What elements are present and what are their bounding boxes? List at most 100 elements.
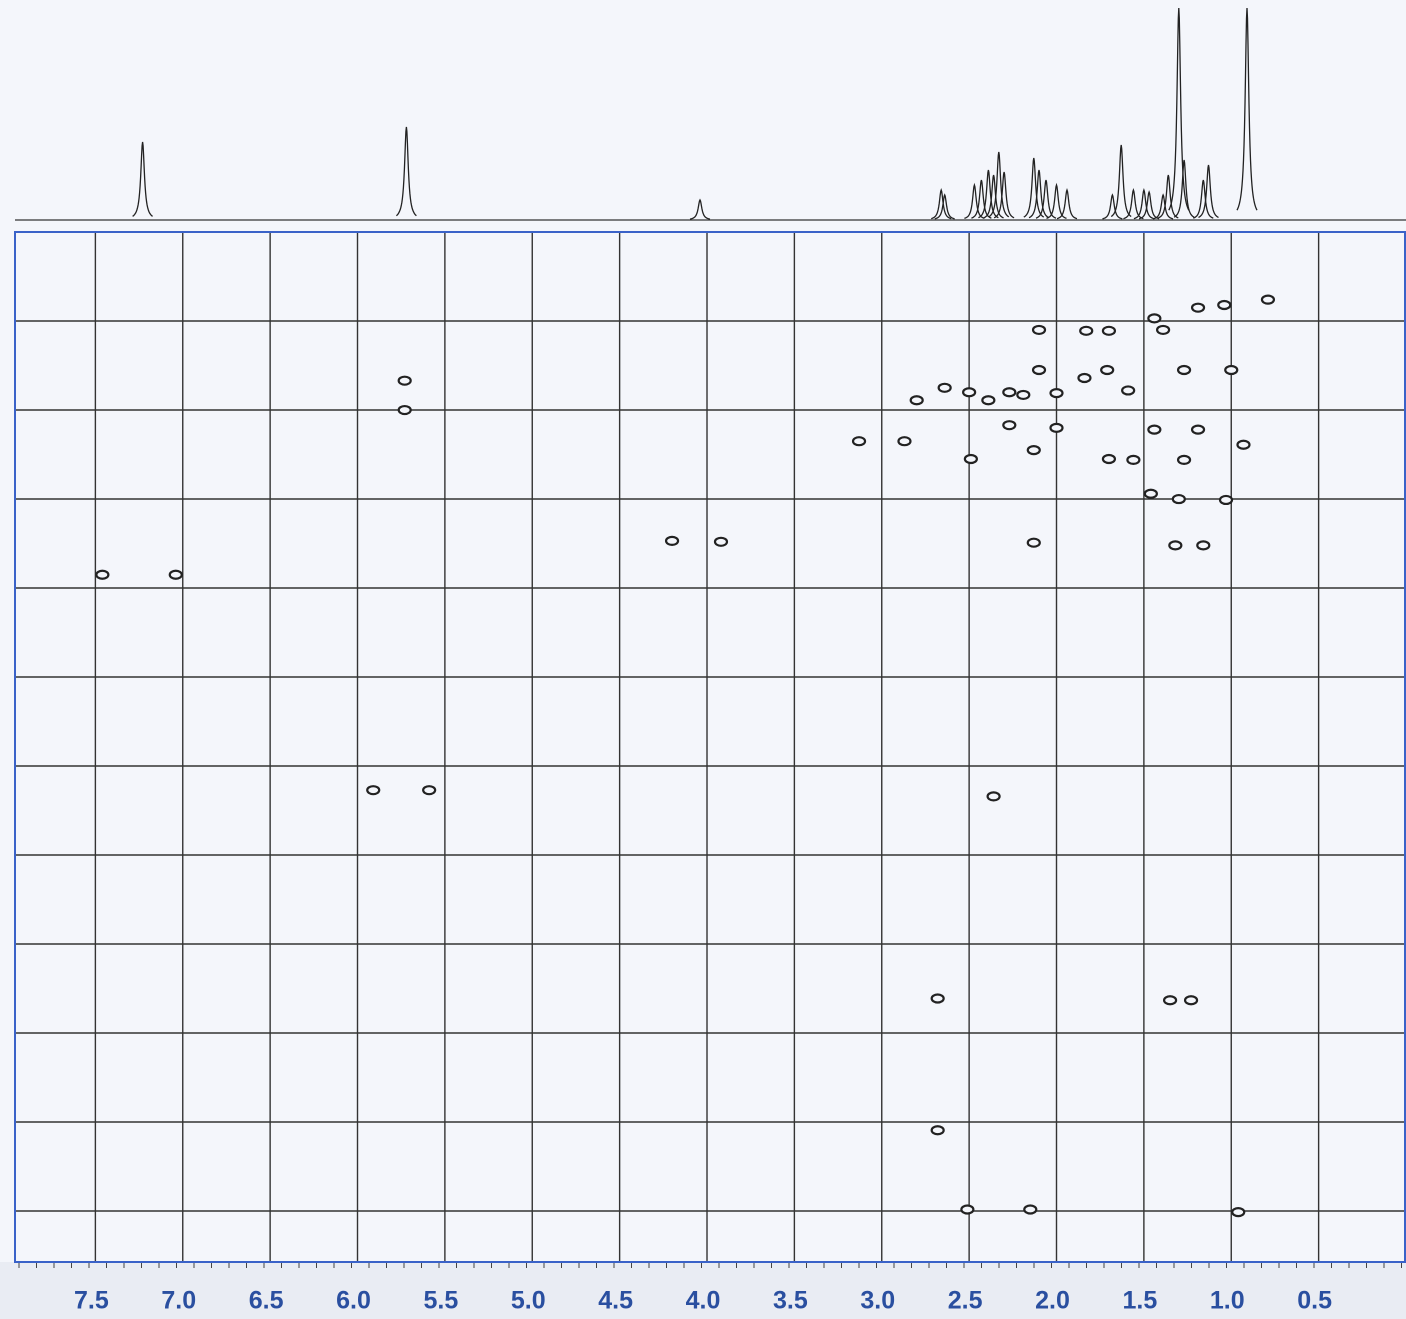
cross-peak: [664, 535, 680, 547]
cross-peak: [1077, 372, 1092, 384]
cross-peak: [1049, 388, 1064, 399]
cross-peak: [397, 375, 412, 386]
cross-peak: [851, 436, 867, 447]
cross-peak: [981, 395, 996, 406]
projection-peak: [971, 179, 992, 219]
projection-peak: [983, 174, 1004, 219]
cross-peak: [930, 993, 945, 1004]
cross-peak: [960, 1204, 975, 1215]
x-tick-label: 3.5: [773, 1287, 808, 1315]
cross-peak: [1224, 364, 1239, 376]
x-tick-label: 6.0: [336, 1287, 371, 1315]
cross-peak: [1016, 389, 1031, 401]
cross-peak: [963, 453, 978, 465]
x-tick-label: 1.0: [1210, 1287, 1245, 1315]
cross-peak: [1236, 439, 1251, 450]
projection-peak: [395, 126, 417, 217]
cross-peak: [937, 382, 952, 393]
cross-peak: [713, 536, 729, 547]
cross-peak: [1183, 995, 1199, 1006]
cross-peak: [1260, 294, 1276, 305]
projection-peak: [1173, 159, 1195, 218]
projection-peak: [934, 193, 955, 220]
cross-peak: [1031, 364, 1047, 376]
cross-peak: [1218, 494, 1234, 506]
cross-peak: [1176, 454, 1192, 465]
cross-peak: [1231, 1207, 1246, 1218]
cross-peak: [1162, 995, 1178, 1006]
projection-peak: [1056, 187, 1078, 220]
projection-peak: [978, 169, 999, 219]
x-tick-label: 1.5: [1122, 1287, 1157, 1315]
cross-peak: [95, 569, 110, 580]
cross-peak: [962, 387, 977, 398]
cross-peak: [1031, 324, 1047, 336]
cross-peak: [1190, 302, 1206, 313]
projection-peak: [1168, 7, 1190, 211]
projection-peak: [689, 198, 711, 220]
cross-peak: [1101, 453, 1117, 465]
x-tick-label: 2.0: [1035, 1287, 1070, 1315]
projection-peak: [1152, 193, 1174, 220]
x-tick-label: 7.5: [74, 1287, 109, 1315]
projection-peak: [1236, 7, 1258, 211]
projection-peak: [1193, 179, 1214, 219]
x-tick-label: 5.0: [511, 1287, 546, 1315]
cross-peak: [1147, 424, 1162, 435]
projection-peak: [988, 151, 1010, 218]
cross-peak: [909, 395, 924, 406]
cross-peak: [1126, 454, 1141, 465]
cross-peak: [1026, 537, 1041, 548]
cross-peak: [397, 404, 412, 416]
cross-peak: [1101, 325, 1117, 336]
cross-peak: [1190, 424, 1206, 435]
projection-peak: [1028, 169, 1050, 219]
projection-peak: [1110, 144, 1132, 218]
cross-peak: [1002, 420, 1017, 431]
cross-peak: [1026, 445, 1041, 456]
cross-peak: [897, 436, 912, 447]
x-tick-label: 4.5: [598, 1287, 633, 1315]
projection-peak: [1046, 182, 1067, 220]
cross-peak: [930, 1125, 945, 1136]
cross-peak: [1143, 488, 1158, 499]
cross-peak: [1171, 493, 1186, 505]
cross-peak: [422, 785, 437, 796]
projection-peak: [1198, 164, 1219, 219]
x-tick-label: 7.0: [161, 1287, 196, 1315]
x-tick-label: 6.5: [249, 1287, 284, 1315]
projection-peak: [132, 141, 154, 217]
cross-peak: [1002, 387, 1017, 398]
cross-peak: [1155, 324, 1171, 336]
x-tick-label: 4.0: [686, 1287, 721, 1315]
axis-band: [0, 1262, 1406, 1319]
x-tick-label: 0.5: [1297, 1287, 1332, 1315]
cross-peak: [1168, 540, 1183, 551]
cross-peak: [1196, 540, 1211, 551]
projection-peak: [1035, 179, 1057, 219]
x-tick-label: 2.5: [948, 1287, 983, 1315]
cross-peak: [366, 785, 381, 796]
projection-peak: [993, 171, 1015, 219]
cross-peak: [986, 791, 1001, 802]
cross-peak: [1079, 325, 1094, 336]
cross-peak: [1121, 385, 1136, 396]
cross-peak: [1147, 313, 1162, 324]
projection-peak: [1158, 174, 1179, 219]
cross-peak: [1100, 364, 1115, 376]
plot-border: [14, 231, 1406, 1263]
cross-peak: [168, 569, 183, 580]
x-tick-label: 3.0: [860, 1287, 895, 1315]
cross-peak: [1023, 1204, 1038, 1215]
cross-peak: [1217, 299, 1232, 311]
projection-peak: [931, 187, 952, 220]
cross-peak: [1176, 364, 1192, 376]
cross-peak: [1049, 422, 1064, 433]
projection-peak: [1102, 193, 1123, 220]
projection-peak: [1123, 187, 1144, 220]
x-tick-label: 5.5: [423, 1287, 458, 1315]
projection-peak: [1133, 187, 1155, 220]
